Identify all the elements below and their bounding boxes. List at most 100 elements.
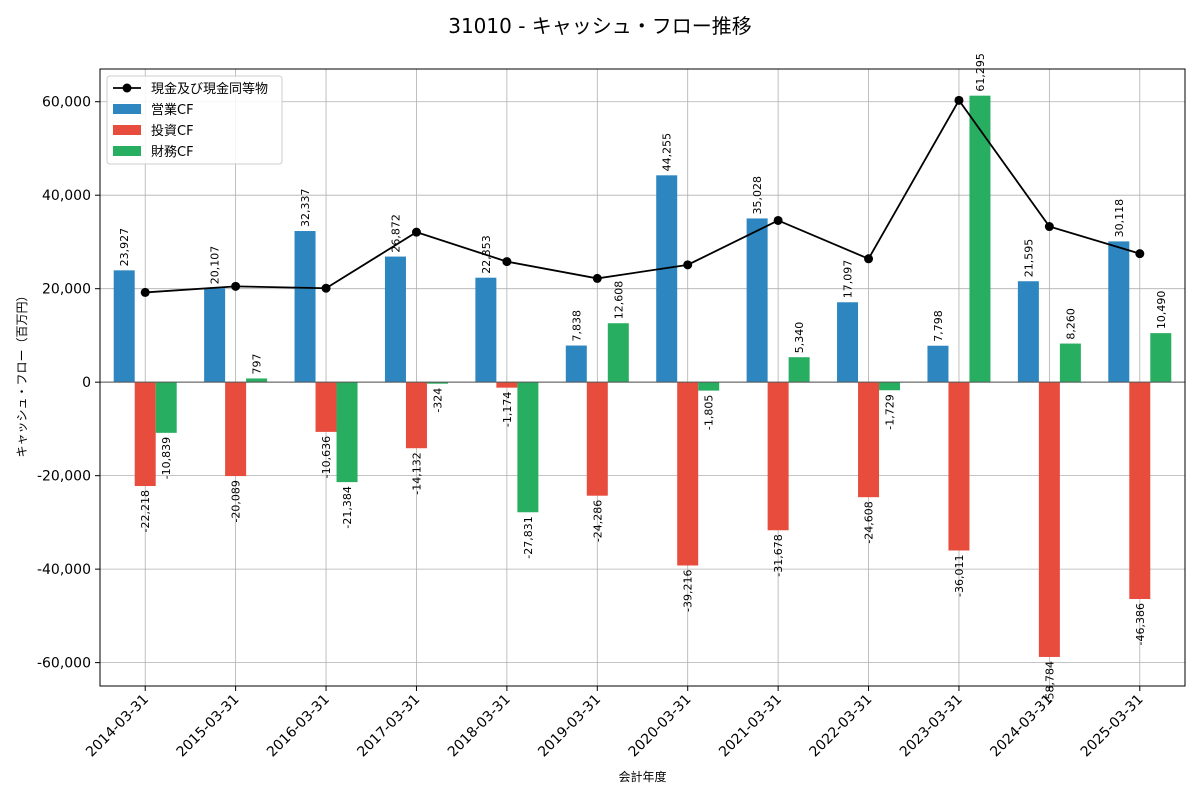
data-label: -46,386	[1134, 603, 1147, 645]
bar	[155, 382, 177, 433]
y-tick-label: 0	[82, 375, 91, 391]
bar	[837, 302, 859, 383]
data-label: 17,097	[842, 260, 855, 299]
bar	[315, 382, 337, 432]
cash-point	[954, 95, 964, 105]
data-label: 21,595	[1022, 239, 1035, 278]
x-tick-label: 2015-03-31	[174, 692, 243, 761]
cash-point	[683, 260, 693, 270]
data-label: -22,218	[139, 490, 152, 532]
data-label: -14,132	[410, 452, 423, 494]
cash-point	[411, 227, 421, 237]
data-label: 8,260	[1064, 308, 1077, 340]
x-axis-label: 会計年度	[618, 769, 666, 784]
y-tick-label: 40,000	[42, 188, 91, 204]
data-label: 35,028	[751, 176, 764, 215]
legend-bar-swatch	[113, 125, 141, 135]
data-label: -1,805	[703, 395, 716, 430]
bar	[586, 382, 608, 496]
cash-point	[592, 273, 602, 283]
bar	[1038, 382, 1060, 657]
legend-label: 現金及び現金同等物	[151, 81, 268, 97]
bar	[405, 382, 427, 449]
data-label: 797	[251, 353, 264, 374]
data-label: -324	[431, 388, 444, 413]
x-tick-label: 2023-03-31	[897, 692, 966, 761]
bar	[565, 345, 587, 383]
y-tick-label: 60,000	[42, 95, 91, 111]
data-label: -39,216	[682, 569, 695, 611]
legend-marker	[122, 83, 132, 93]
x-tick-label: 2018-03-31	[445, 692, 514, 761]
data-label: 10,490	[1155, 291, 1168, 330]
legend-box	[106, 75, 283, 165]
data-label: 30,118	[1113, 199, 1126, 238]
data-label: -20,089	[230, 480, 243, 522]
legend-label: 財務CF	[151, 145, 194, 160]
bar	[879, 382, 901, 391]
x-tick-label: 2017-03-31	[354, 692, 423, 761]
y-tick-label: -60,000	[37, 656, 91, 672]
legend-label: 営業CF	[151, 102, 194, 118]
bar	[246, 378, 268, 383]
bar	[677, 382, 699, 566]
x-tick-label: 2016-03-31	[264, 692, 333, 761]
bar	[336, 382, 358, 483]
cash-point	[1044, 222, 1054, 232]
bar	[1150, 333, 1172, 383]
data-label: 7,798	[932, 310, 945, 342]
bars-layer	[113, 95, 1172, 657]
bar	[517, 382, 539, 513]
data-label: 22,353	[480, 235, 493, 274]
data-label: -36,011	[953, 554, 966, 596]
cash-point	[773, 215, 783, 225]
bar	[927, 345, 949, 383]
legend-bar-swatch	[113, 146, 141, 156]
data-label: -24,286	[591, 500, 604, 542]
bar	[384, 256, 406, 383]
data-label: 61,295	[974, 53, 987, 92]
bar	[1059, 343, 1081, 383]
bar	[767, 382, 789, 531]
bar	[969, 95, 991, 383]
bar	[698, 382, 720, 391]
bar	[1129, 382, 1151, 599]
data-label: -31,678	[772, 534, 785, 576]
y-tick-label: -40,000	[37, 562, 91, 578]
data-label: -1,729	[884, 394, 897, 429]
data-label: -58,784	[1043, 661, 1056, 703]
data-labels-layer: 23,927 20,107 32,337 26,872 22,353 7,838 44,25…	[118, 53, 1168, 703]
bar	[948, 382, 970, 551]
data-label: 26,872	[389, 214, 402, 253]
bar	[1017, 281, 1039, 383]
data-label: 20,107	[209, 246, 222, 285]
data-label: -21,384	[341, 486, 354, 528]
bar	[204, 288, 226, 383]
bar	[294, 231, 316, 383]
bar	[134, 382, 156, 487]
cash-point	[1135, 249, 1145, 259]
legend-bar-swatch	[113, 104, 141, 114]
bar	[475, 277, 497, 383]
data-label: 5,340	[793, 322, 806, 354]
data-label: -10,636	[320, 436, 333, 478]
bar	[656, 175, 678, 383]
cash-point	[231, 281, 241, 291]
x-tick-label: 2014-03-31	[83, 692, 152, 761]
chart-title: 31010 - キャッシュ・フロー推移	[448, 14, 752, 38]
x-tick-label: 2021-03-31	[716, 692, 785, 761]
x-tick-label: 2019-03-31	[535, 692, 604, 761]
bar	[858, 382, 880, 498]
bar	[788, 357, 810, 383]
data-label: 7,838	[570, 310, 583, 342]
bar	[607, 323, 629, 383]
bar	[113, 270, 135, 383]
y-tick-label: 20,000	[42, 282, 91, 298]
data-label: 32,337	[299, 189, 312, 228]
x-tick-label: 2025-03-31	[1078, 692, 1147, 761]
x-tick-label: 2022-03-31	[807, 692, 876, 761]
cash-point	[864, 254, 874, 264]
data-label: -1,174	[501, 392, 514, 427]
